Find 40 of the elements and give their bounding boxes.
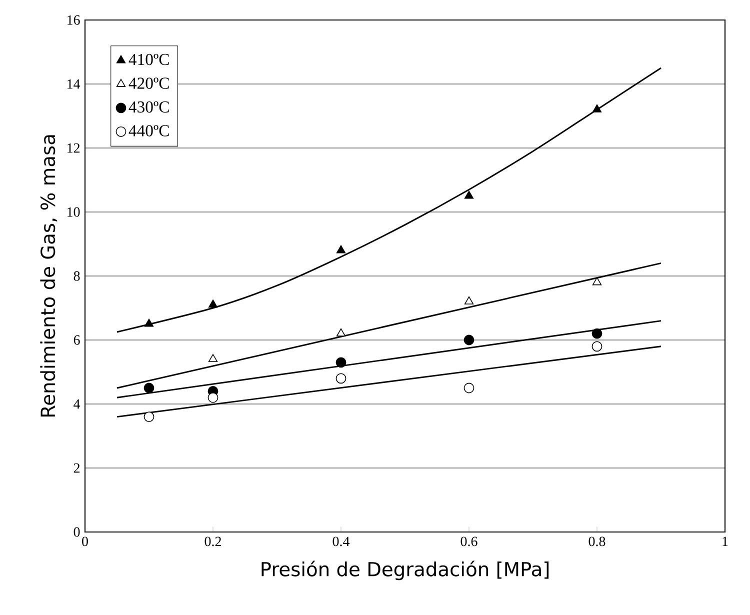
point (144, 318, 154, 327)
point (464, 382, 474, 394)
legend-label: 440ºC (128, 125, 169, 136)
point (592, 328, 602, 339)
x-tick-label: 1 (722, 536, 728, 546)
point (592, 341, 602, 352)
point (592, 104, 602, 112)
point (336, 328, 346, 336)
line-series (116, 67, 662, 333)
y-tick-label: 14 (68, 79, 80, 89)
point (336, 245, 346, 254)
y-tick-label: 16 (68, 15, 80, 25)
point (208, 300, 218, 308)
point (144, 382, 154, 394)
point (592, 277, 602, 286)
point (464, 334, 474, 346)
point (464, 296, 474, 304)
y-axis-title: Rendimiento de Gas, % masa (40, 135, 58, 417)
y-tick-label: 0 (74, 527, 80, 537)
x-tick-label: 0 (82, 536, 88, 546)
y-tick-label: 6 (74, 335, 80, 345)
point (336, 373, 346, 384)
legend-label: 430ºC (128, 101, 169, 113)
y-tick-label: 10 (68, 207, 80, 217)
legend-label: 420ºC (128, 78, 169, 89)
y-tick-label: 8 (74, 271, 80, 281)
legend-label: 410ºC (128, 54, 169, 66)
y-tick-label: 12 (68, 143, 80, 153)
x-tick-label: 0.8 (588, 536, 606, 546)
x-tick-label: 0.6 (460, 536, 478, 546)
point (208, 392, 218, 403)
x-tick-label: 0.4 (332, 536, 350, 546)
x-tick-label: 0.2 (204, 536, 221, 546)
point (208, 354, 218, 362)
y-tick-label: 4 (74, 399, 80, 409)
point (464, 190, 474, 199)
point (144, 412, 154, 422)
x-axis-title: Presión de Degradación [MPa] (262, 560, 549, 580)
y-tick-label: 2 (74, 463, 80, 473)
point (336, 357, 346, 368)
